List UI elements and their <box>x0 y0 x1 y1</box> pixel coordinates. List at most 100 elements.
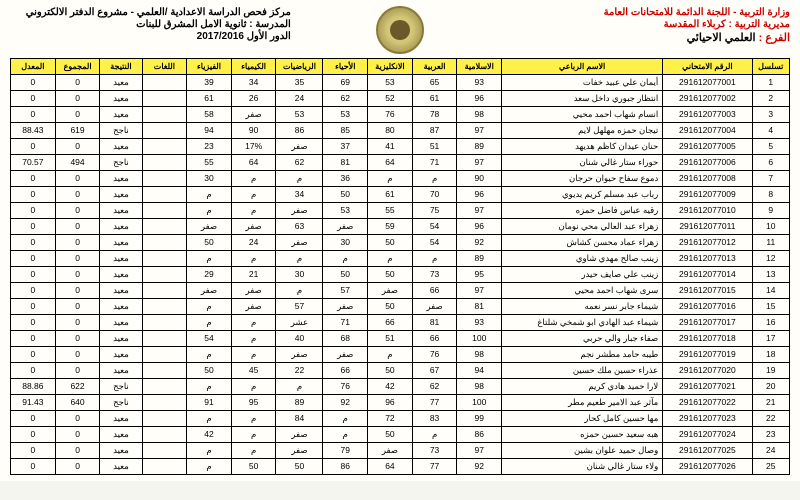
cell: 20 <box>752 379 789 395</box>
cell: م <box>187 379 232 395</box>
cell: 92 <box>457 459 502 475</box>
cell: 37 <box>323 139 368 155</box>
cell: مآثر عبد الامير طعيم مطر <box>502 395 663 411</box>
cell: 0 <box>55 347 100 363</box>
cell: 84 <box>276 411 323 427</box>
cell: طيبه حامد مطشر نجم <box>502 347 663 363</box>
cell: 50 <box>368 363 413 379</box>
col-header: تسلسل <box>752 59 789 75</box>
cell: 93 <box>457 315 502 331</box>
table-row: 9291612077010رقيه عباس فاضل حمزه97755553… <box>11 203 790 219</box>
cell: 54 <box>412 235 457 251</box>
cell: 3 <box>752 107 789 123</box>
cell: 291612077008 <box>663 171 752 187</box>
cell: 69 <box>323 75 368 91</box>
cell: 52 <box>368 91 413 107</box>
cell: صفر <box>323 219 368 235</box>
cell: ولاء ستار غالي شنان <box>502 459 663 475</box>
table-row: 22291612077023مها حسين كامل كحار998372م8… <box>11 411 790 427</box>
cell: 0 <box>55 251 100 267</box>
cell: 0 <box>55 411 100 427</box>
cell: 67 <box>412 363 457 379</box>
cell: معيد <box>100 427 142 443</box>
cell: ناجح <box>100 155 142 171</box>
cell: معيد <box>100 347 142 363</box>
cell: 19 <box>752 363 789 379</box>
col-header: النتيجة <box>100 59 142 75</box>
cell: 0 <box>11 187 56 203</box>
cell: معيد <box>100 91 142 107</box>
cell <box>142 107 187 123</box>
cell: 77 <box>412 395 457 411</box>
cell: 21 <box>752 395 789 411</box>
directorate-line: مديرية التربية : كربلاء المقدسة <box>509 19 790 30</box>
cell: 291612077017 <box>663 315 752 331</box>
cell: 50 <box>368 427 413 443</box>
cell: م <box>368 251 413 267</box>
cell: 0 <box>11 219 56 235</box>
results-table: تسلسلالرقم الامتحانيالاسم الرباعيالاسلام… <box>10 58 790 475</box>
cell: معيد <box>100 139 142 155</box>
cell: 61 <box>187 91 232 107</box>
cell: 0 <box>11 459 56 475</box>
header-center <box>291 6 509 54</box>
cell: 70 <box>412 187 457 203</box>
cell: 42 <box>187 427 232 443</box>
cell: 29 <box>187 267 232 283</box>
cell: صفر <box>231 219 276 235</box>
cell: 100 <box>457 331 502 347</box>
cell: انتظار جبوري داخل سعد <box>502 91 663 107</box>
cell: 42 <box>368 379 413 395</box>
cell: 0 <box>11 315 56 331</box>
table-row: 10291612077011زهراء عبد العالي محي نومان… <box>11 219 790 235</box>
cell: 4 <box>752 123 789 139</box>
cell: 0 <box>11 427 56 443</box>
cell: ناجح <box>100 123 142 139</box>
cell: 66 <box>323 363 368 379</box>
cell: م <box>231 251 276 267</box>
cell: شيماء عبد الهادي ابو شمخي شلتاغ <box>502 315 663 331</box>
cell: 619 <box>55 123 100 139</box>
cell: 61 <box>412 91 457 107</box>
cell: معيد <box>100 219 142 235</box>
cell: 291612077020 <box>663 363 752 379</box>
table-row: 23291612077024هبه سعيد حسين حمزه86م50مصف… <box>11 427 790 443</box>
cell <box>142 267 187 283</box>
cell: 54 <box>187 331 232 347</box>
cell: صفر <box>187 219 232 235</box>
cell: 57 <box>323 283 368 299</box>
cell: 494 <box>55 155 100 171</box>
cell <box>142 283 187 299</box>
cell: معيد <box>100 107 142 123</box>
col-header: الاسلامية <box>457 59 502 75</box>
cell <box>142 235 187 251</box>
cell <box>142 139 187 155</box>
cell: 77 <box>412 459 457 475</box>
cell: معيد <box>100 235 142 251</box>
cell <box>142 379 187 395</box>
cell: 97 <box>457 443 502 459</box>
cell: معيد <box>100 283 142 299</box>
cell: 291612077024 <box>663 427 752 443</box>
cell: 72 <box>368 411 413 427</box>
cell: 291612077022 <box>663 395 752 411</box>
cell: 64 <box>231 155 276 171</box>
cell: 2 <box>752 91 789 107</box>
cell: معيد <box>100 251 142 267</box>
cell: 86 <box>323 459 368 475</box>
table-row: 11291612077012زهراء عماد محسن كشاش925450… <box>11 235 790 251</box>
cell: صفر <box>368 443 413 459</box>
cell: م <box>231 379 276 395</box>
cell: 291612077016 <box>663 299 752 315</box>
cell: 291612077006 <box>663 155 752 171</box>
cell: عذراء حسين ملك حسين <box>502 363 663 379</box>
cell: 0 <box>11 283 56 299</box>
cell: 50 <box>323 187 368 203</box>
cell: معيد <box>100 459 142 475</box>
cell: 95 <box>457 267 502 283</box>
cell: 100 <box>457 395 502 411</box>
cell: 291612077014 <box>663 267 752 283</box>
cell: 0 <box>55 299 100 315</box>
cell: معيد <box>100 299 142 315</box>
cell: 291612077009 <box>663 187 752 203</box>
